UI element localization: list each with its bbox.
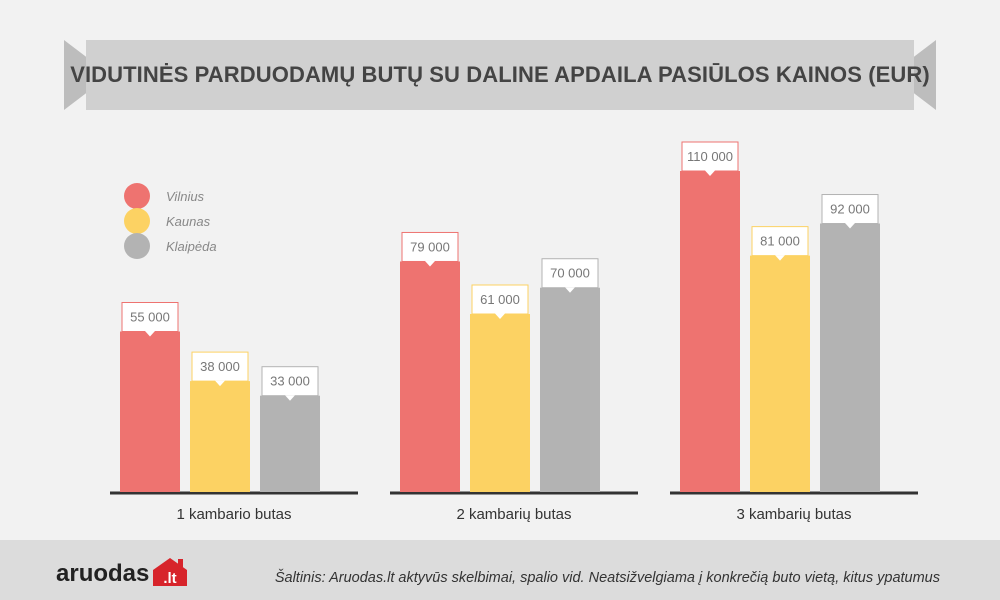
category-label: 1 kambario butas [176, 506, 291, 523]
logo-suffix: .lt [164, 570, 177, 586]
bar [190, 381, 250, 492]
value-label-box [191, 351, 249, 382]
bar [400, 261, 460, 492]
value-label-pointer [705, 170, 715, 176]
value-label-pointer [495, 313, 505, 319]
chart-title: VIDUTINĖS PARDUODAMŲ BUTŲ SU DALINE APDA… [70, 62, 930, 87]
value-label-pointer [845, 223, 855, 229]
data-label: 110 000 [687, 149, 733, 164]
legend-label: Vilnius [166, 189, 205, 204]
value-label-box [121, 302, 179, 332]
data-label: 70 000 [550, 266, 590, 281]
legend-label: Kaunas [166, 214, 211, 229]
bar-chart: 1 kambario butas 55 000 38 000 33 000 2 kamb… [110, 141, 918, 523]
value-label-pointer [775, 255, 785, 261]
bar [820, 223, 880, 492]
logo-house-icon: .lt [151, 556, 189, 586]
value-label-pointer [215, 380, 225, 387]
value-label-box [751, 226, 809, 257]
value-label-pointer [145, 331, 155, 337]
value-label-box [681, 141, 739, 172]
legend-swatch [124, 233, 150, 259]
banner-ribbon [64, 40, 936, 110]
data-label: 61 000 [480, 292, 520, 307]
logo-text: aruodas [56, 559, 150, 587]
data-label: 33 000 [270, 374, 310, 389]
data-label: 81 000 [760, 234, 800, 249]
source-note: Šaltinis: Aruodas.lt aktyvūs skelbimai, … [274, 570, 940, 586]
bar [260, 395, 320, 492]
data-label: 55 000 [130, 310, 170, 325]
data-label: 38 000 [200, 359, 240, 374]
value-label-box [821, 194, 879, 225]
bar [540, 287, 600, 492]
banner-body [86, 40, 914, 110]
footer: aruodas .lt Šaltinis: Aruodas.lt aktyvūs … [0, 540, 1000, 600]
bar [470, 313, 530, 492]
aruodas-logo: aruodas .lt [56, 556, 189, 588]
legend-swatch [124, 183, 150, 209]
legend-swatch [124, 208, 150, 234]
title-banner: VIDUTINĖS PARDUODAMŲ BUTŲ SU DALINE APDA… [0, 40, 1000, 110]
data-label: 79 000 [410, 239, 450, 254]
bar [750, 255, 810, 492]
category-label: 2 kambarių butas [456, 506, 571, 523]
bar [680, 171, 740, 492]
value-label-box [471, 284, 529, 315]
legend-label: Klaipėda [166, 239, 217, 254]
bar [120, 331, 180, 492]
category-label: 3 kambarių butas [736, 506, 851, 523]
value-label-pointer [425, 260, 435, 267]
value-label-box [261, 366, 319, 397]
value-label-pointer [285, 395, 295, 401]
data-label: 92 000 [830, 202, 870, 217]
value-label-pointer [565, 287, 575, 293]
